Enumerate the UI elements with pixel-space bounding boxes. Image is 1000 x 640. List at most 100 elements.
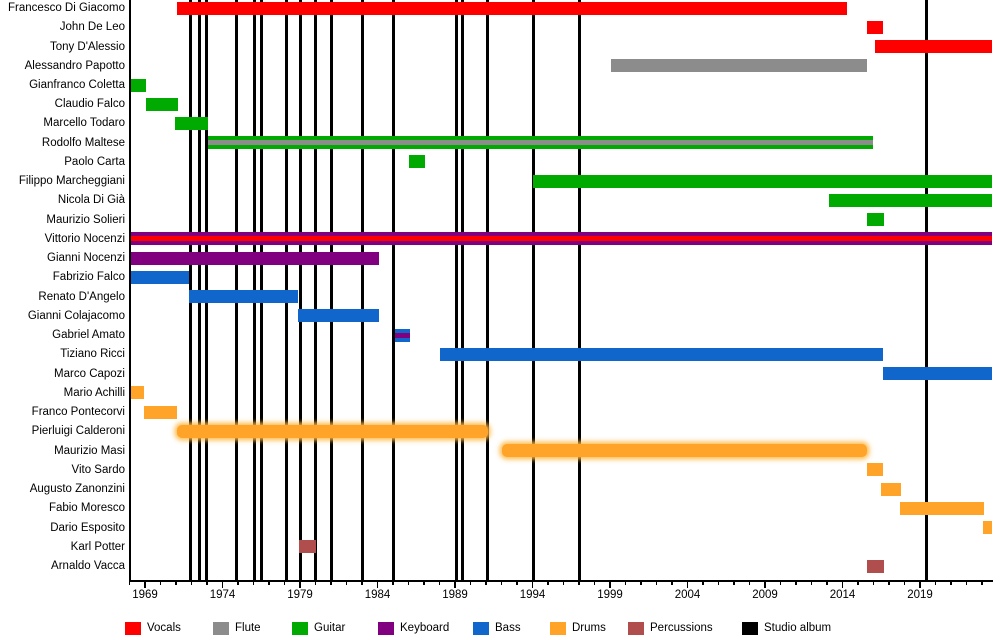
member-label: Mario Achilli [63, 386, 125, 399]
axis-tick [624, 581, 627, 585]
axis-tick [671, 581, 673, 585]
x-axis-line [129, 580, 993, 582]
axis-tick [965, 581, 968, 585]
studio-album-marker [360, 0, 364, 580]
axis-tick [361, 581, 363, 585]
member-label: Pierluigi Calderoni [31, 425, 125, 438]
timeline-bar [145, 97, 178, 111]
timeline-bar [882, 367, 993, 381]
axis-tick [500, 581, 503, 585]
legend-swatch-vocals [125, 622, 141, 635]
studio-album-marker [204, 0, 208, 580]
axis-tick [950, 581, 952, 585]
axis-tick [903, 581, 906, 585]
y-axis-line [129, 0, 131, 581]
legend-swatch-album [742, 622, 758, 635]
member-label: Tony D'Alessio [49, 40, 125, 53]
studio-album-marker [197, 0, 201, 580]
member-label: Gianni Colajacomo [27, 309, 125, 322]
member-label: Marcello Todaro [43, 117, 125, 130]
axis-tick [686, 581, 689, 588]
member-label: Augusto Zanonzini [29, 483, 125, 495]
timeline-bar [881, 482, 902, 496]
studio-album-marker [924, 0, 928, 580]
axis-tick [795, 581, 797, 585]
axis-tick-label: 1989 [442, 589, 468, 601]
timeline-bar [144, 405, 177, 419]
axis-tick-label: 1999 [597, 589, 623, 601]
member-label: Arnaldo Vacca [51, 560, 125, 572]
timeline-bar [828, 193, 992, 207]
legend-swatch-keyboard [378, 622, 394, 635]
axis-tick [764, 581, 766, 588]
timeline-bar [130, 270, 190, 284]
member-label: Dario Esposito [50, 521, 125, 534]
axis-tick [345, 581, 348, 585]
axis-tick [578, 581, 580, 585]
secondary-instrument-stripe [130, 236, 993, 242]
timeline-bar [175, 116, 208, 130]
axis-tick [407, 581, 410, 585]
legend-label: Bass [495, 622, 521, 634]
axis-tick [531, 581, 534, 588]
member-label: Karl Potter [70, 540, 125, 553]
legend-label: Flute [235, 622, 261, 634]
axis-tick [469, 581, 472, 585]
axis-tick [299, 581, 301, 588]
studio-album-marker [455, 0, 458, 580]
timeline-bar [867, 20, 883, 34]
member-label: Vittorio Nocenzi [44, 232, 125, 245]
member-label: Maurizio Solieri [46, 213, 125, 226]
axis-tick [376, 581, 379, 588]
member-label: Maurizio Masi [54, 444, 125, 457]
timeline-bar [409, 155, 425, 169]
member-label: Fabrizio Falco [52, 271, 125, 284]
axis-tick [221, 581, 224, 588]
axis-tick [702, 581, 704, 585]
member-label: John De Leo [59, 21, 125, 34]
studio-album-marker [461, 0, 465, 580]
studio-album-marker [235, 0, 238, 580]
axis-tick [516, 581, 518, 585]
axis-tick [717, 581, 720, 585]
studio-album-marker [189, 0, 193, 580]
axis-tick [252, 581, 255, 585]
studio-album-marker [314, 0, 317, 580]
timeline-bar [299, 540, 317, 554]
legend-swatch-percussions [628, 622, 644, 635]
timeline-bar [394, 328, 410, 342]
axis-tick [841, 581, 844, 588]
axis-tick [314, 581, 317, 585]
timeline-bar [875, 40, 992, 53]
member-label: Marco Capozi [54, 367, 125, 380]
legend-label: Guitar [314, 622, 346, 634]
axis-tick [330, 581, 332, 585]
timeline-bar [610, 59, 868, 73]
axis-tick [485, 581, 487, 585]
legend-label: Keyboard [400, 622, 450, 634]
axis-tick [562, 581, 565, 585]
axis-tick [206, 581, 208, 585]
timeline-bar [176, 424, 489, 438]
studio-album-marker [531, 0, 535, 580]
secondary-instrument-stripe [394, 332, 410, 338]
timeline-bar [867, 213, 885, 227]
studio-album-marker [330, 0, 334, 580]
timeline-bar [130, 386, 145, 400]
axis-tick [159, 581, 162, 585]
secondary-instrument-stripe [207, 140, 874, 146]
studio-album-marker [299, 0, 303, 580]
axis-tick [655, 581, 658, 585]
member-label: Gianni Nocenzi [47, 252, 125, 265]
studio-album-marker [486, 0, 489, 580]
axis-tick [593, 581, 596, 585]
axis-tick [283, 581, 286, 585]
legend-swatch-drums [550, 622, 566, 635]
timeline-bar [176, 1, 848, 15]
member-label: Renato D'Angelo [38, 290, 125, 303]
axis-tick-label: 1974 [209, 589, 236, 601]
legend-label: Drums [572, 622, 606, 634]
member-label: Alessandro Papotto [24, 59, 125, 72]
axis-tick [392, 581, 394, 585]
member-label: Nicola Di Già [57, 194, 125, 207]
